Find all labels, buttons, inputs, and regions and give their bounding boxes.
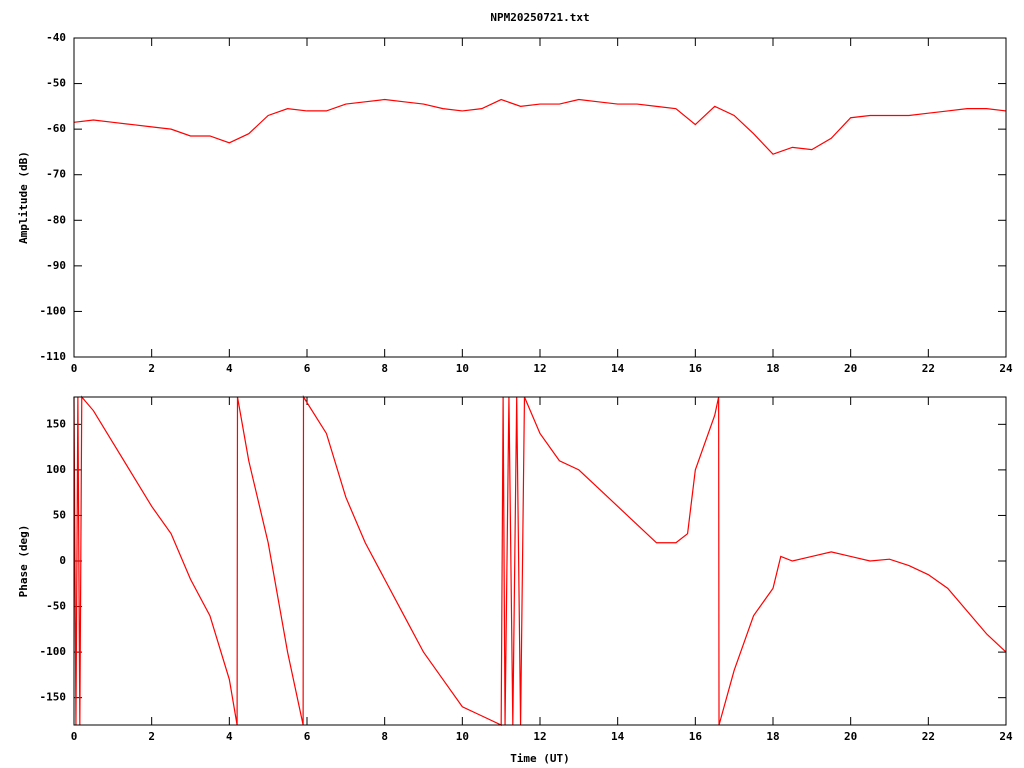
- x-tick-label: 14: [611, 730, 625, 743]
- y-tick-label: 0: [59, 554, 66, 567]
- x-tick-label: 12: [533, 362, 546, 375]
- y-tick-label: 150: [46, 417, 66, 430]
- y-tick-label: -50: [46, 77, 66, 90]
- x-tick-label: 22: [922, 362, 935, 375]
- x-tick-label: 20: [844, 362, 857, 375]
- x-tick-label: 12: [533, 730, 546, 743]
- y-tick-label: -80: [46, 213, 66, 226]
- data-line: [73, 98, 1007, 155]
- y-tick-label: -150: [40, 691, 67, 704]
- x-tick-label: 6: [304, 362, 311, 375]
- x-tick-label: 22: [922, 730, 935, 743]
- y-axis-label: Phase (deg): [17, 525, 30, 598]
- x-tick-label: 18: [766, 362, 779, 375]
- x-tick-label: 0: [71, 362, 78, 375]
- y-tick-label: -110: [40, 350, 67, 363]
- x-tick-label: 18: [766, 730, 779, 743]
- y-tick-label: 100: [46, 463, 66, 476]
- x-tick-label: 8: [381, 730, 388, 743]
- x-tick-label: 4: [226, 730, 233, 743]
- y-tick-label: -100: [40, 304, 67, 317]
- y-tick-label: -70: [46, 168, 66, 181]
- y-tick-label: -50: [46, 600, 66, 613]
- x-tick-label: 24: [999, 730, 1013, 743]
- x-axis-label: Time (UT): [510, 752, 570, 765]
- y-tick-label: -60: [46, 122, 66, 135]
- x-tick-label: 0: [71, 730, 78, 743]
- x-tick-label: 2: [148, 362, 155, 375]
- x-tick-label: 6: [304, 730, 311, 743]
- x-tick-label: 10: [456, 730, 469, 743]
- x-tick-label: 10: [456, 362, 469, 375]
- y-tick-label: -40: [46, 31, 66, 44]
- y-axis-label: Amplitude (dB): [17, 151, 30, 244]
- plot-frame: [73, 396, 1007, 726]
- x-tick-label: 16: [689, 730, 703, 743]
- x-tick-label: 20: [844, 730, 857, 743]
- x-tick-label: 16: [689, 362, 703, 375]
- y-tick-label: -100: [40, 645, 67, 658]
- y-tick-label: 50: [53, 508, 66, 521]
- x-tick-label: 8: [381, 362, 388, 375]
- y-tick-label: -90: [46, 259, 66, 272]
- x-tick-label: 4: [226, 362, 233, 375]
- data-line: [73, 394, 1007, 726]
- x-tick-label: 24: [999, 362, 1013, 375]
- chart-title: NPM20250721.txt: [490, 11, 589, 24]
- plot-frame: [73, 37, 1007, 358]
- x-tick-label: 2: [148, 730, 155, 743]
- x-tick-label: 14: [611, 362, 625, 375]
